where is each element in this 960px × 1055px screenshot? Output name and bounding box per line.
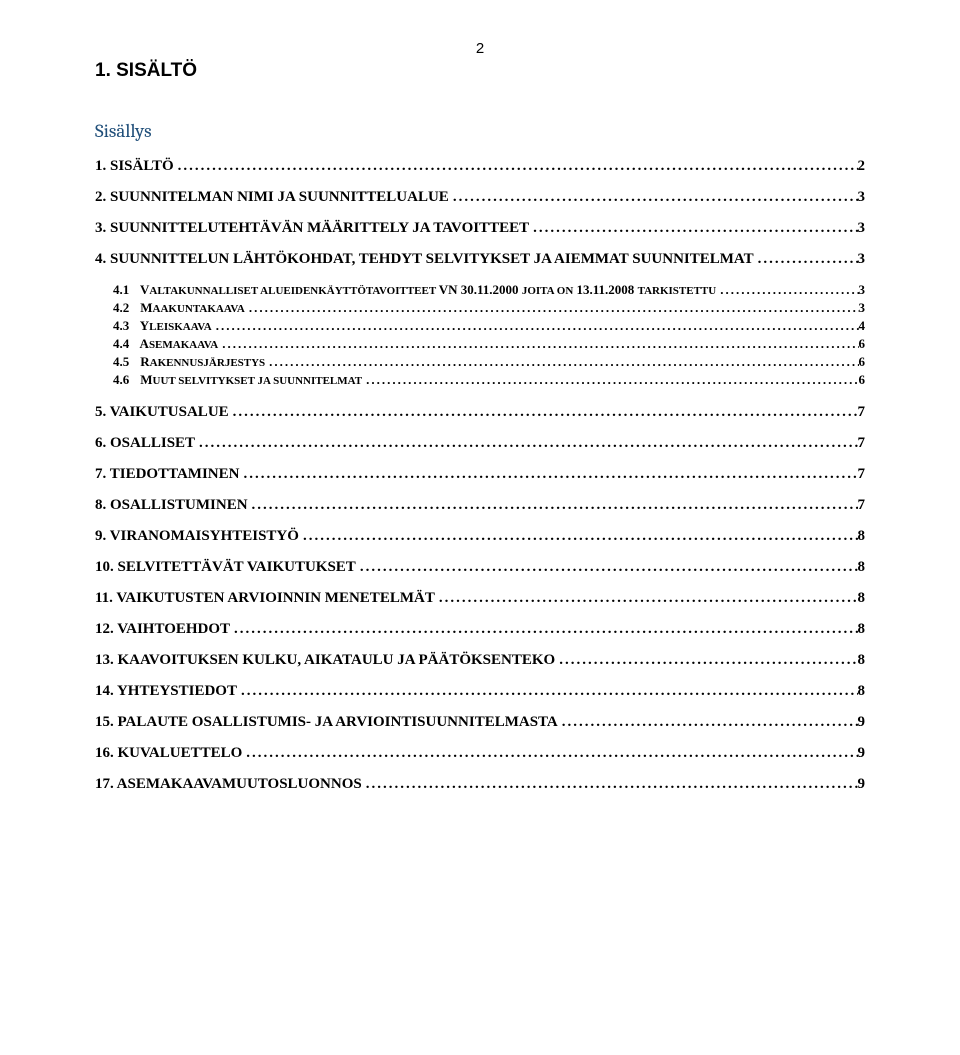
toc-label: 4.6 MUUT SELVITYKSET JA SUUNNITELMAT <box>113 372 362 388</box>
toc-leader-dots <box>174 158 858 175</box>
toc-page-number: 8 <box>858 621 866 638</box>
toc-entry-level2: 4.1 VALTAKUNNALLISET ALUEIDENKÄYTTÖTAVOI… <box>113 282 865 298</box>
toc-label: 4.2 MAAKUNTAKAAVA <box>113 300 245 316</box>
toc-entry-level2: 4.6 MUUT SELVITYKSET JA SUUNNITELMAT 6 <box>113 372 865 388</box>
toc-entry-level1: 2. SUUNNITELMAN NIMI JA SUUNNITTELUALUE 3 <box>95 189 865 206</box>
toc-page-number: 3 <box>858 220 866 237</box>
toc-leader-dots <box>237 683 858 700</box>
toc-page-number: 8 <box>858 590 866 607</box>
toc-leader-dots <box>435 590 858 607</box>
toc-leader-dots <box>529 220 857 237</box>
toc-label: 3. SUUNNITTELUTEHTÄVÄN MÄÄRITTELY JA TAV… <box>95 220 529 237</box>
toc-label: 10. SELVITETTÄVÄT VAIKUTUKSET <box>95 559 356 576</box>
toc-page-number: 8 <box>858 652 866 669</box>
toc-label: 13. KAAVOITUKSEN KULKU, AIKATAULU JA PÄÄ… <box>95 652 555 669</box>
toc-page-number: 3 <box>858 251 866 268</box>
toc-leader-dots <box>229 404 858 421</box>
toc-entry-level1: 16. KUVALUETTELO 9 <box>95 745 865 762</box>
toc-entry-level1: 6. OSALLISET 7 <box>95 435 865 452</box>
toc-leader-dots <box>299 528 858 545</box>
toc-entry-level1: 1. SISÄLTÖ 2 <box>95 158 865 175</box>
toc-leader-dots <box>362 372 858 388</box>
toc-entry-level1: 13. KAAVOITUKSEN KULKU, AIKATAULU JA PÄÄ… <box>95 652 865 669</box>
toc-page-number: 9 <box>858 776 866 793</box>
toc-page-number: 8 <box>858 683 866 700</box>
toc-label: 4.3 YLEISKAAVA <box>113 318 212 334</box>
toc-leader-dots <box>195 435 857 452</box>
toc-page-number: 6 <box>859 336 866 352</box>
toc-page-number: 7 <box>858 497 866 514</box>
toc-page-number: 6 <box>859 372 866 388</box>
toc-leader-dots <box>356 559 858 576</box>
toc-label: 15. PALAUTE OSALLISTUMIS- JA ARVIOINTISU… <box>95 714 558 731</box>
toc-leader-dots <box>716 282 858 298</box>
toc-label: 2. SUUNNITELMAN NIMI JA SUUNNITTELUALUE <box>95 189 449 206</box>
toc-entry-level1: 11. VAIKUTUSTEN ARVIOINNIN MENETELMÄT 8 <box>95 590 865 607</box>
page-number: 2 <box>476 40 484 57</box>
toc-leader-dots <box>248 497 858 514</box>
toc-label: 14. YHTEYSTIEDOT <box>95 683 237 700</box>
toc-label: 16. KUVALUETTELO <box>95 745 242 762</box>
toc-page-number: 7 <box>858 404 866 421</box>
toc-entry-level1: 12. VAIHTOEHDOT 8 <box>95 621 865 638</box>
toc-leader-dots <box>558 714 858 731</box>
toc-entry-level1: 10. SELVITETTÄVÄT VAIKUTUKSET 8 <box>95 559 865 576</box>
toc-label: 1. SISÄLTÖ <box>95 158 174 175</box>
toc-entry-level1: 3. SUUNNITTELUTEHTÄVÄN MÄÄRITTELY JA TAV… <box>95 220 865 237</box>
toc-entry-level2: 4.4 ASEMAKAAVA 6 <box>113 336 865 352</box>
toc-page-number: 4 <box>859 318 866 334</box>
toc-label: 12. VAIHTOEHDOT <box>95 621 230 638</box>
toc-leader-dots <box>754 251 858 268</box>
toc-label: 17. ASEMAKAAVAMUUTOSLUONNOS <box>95 776 362 793</box>
toc-leader-dots <box>555 652 857 669</box>
toc-page-number: 7 <box>858 435 866 452</box>
toc-page-number: 7 <box>858 466 866 483</box>
toc-leader-dots <box>245 300 859 316</box>
toc-page-number: 3 <box>858 189 866 206</box>
toc-page-number: 9 <box>858 745 866 762</box>
toc-entry-level1: 7. TIEDOTTAMINEN 7 <box>95 466 865 483</box>
toc-label: 4.5 RAKENNUSJÄRJESTYS <box>113 354 265 370</box>
toc-entry-level2: 4.2 MAAKUNTAKAAVA 3 <box>113 300 865 316</box>
toc-entry-level1: 17. ASEMAKAAVAMUUTOSLUONNOS 9 <box>95 776 865 793</box>
toc-leader-dots <box>218 336 858 352</box>
document-title: 1. SISÄLTÖ <box>95 60 865 82</box>
toc-leader-dots <box>212 318 859 334</box>
toc-entry-level1: 9. VIRANOMAISYHTEISTYÖ 8 <box>95 528 865 545</box>
toc-entry-level1: 14. YHTEYSTIEDOT 8 <box>95 683 865 700</box>
toc-label: 11. VAIKUTUSTEN ARVIOINNIN MENETELMÄT <box>95 590 435 607</box>
toc-page-number: 8 <box>858 559 866 576</box>
toc-entry-level1: 8. OSALLISTUMINEN 7 <box>95 497 865 514</box>
toc-label: 5. VAIKUTUSALUE <box>95 404 229 421</box>
toc-entry-level2: 4.3 YLEISKAAVA 4 <box>113 318 865 334</box>
toc-leader-dots <box>242 745 857 762</box>
toc-page-number: 2 <box>858 158 866 175</box>
toc-label: 8. OSALLISTUMINEN <box>95 497 248 514</box>
toc-entry-level1: 15. PALAUTE OSALLISTUMIS- JA ARVIOINTISU… <box>95 714 865 731</box>
table-of-contents: 1. SISÄLTÖ 2 2. SUUNNITELMAN NIMI JA SUUNN… <box>95 158 865 793</box>
toc-label: 4.4 ASEMAKAAVA <box>113 336 218 352</box>
toc-label: 7. TIEDOTTAMINEN <box>95 466 239 483</box>
toc-leader-dots <box>239 466 857 483</box>
toc-page-number: 3 <box>859 282 866 298</box>
toc-leader-dots <box>265 354 858 370</box>
toc-leader-dots <box>449 189 858 206</box>
toc-page-number: 3 <box>859 300 866 316</box>
toc-leader-dots <box>362 776 858 793</box>
toc-label: 4. SUUNNITTELUN LÄHTÖKOHDAT, TEHDYT SELV… <box>95 251 754 268</box>
toc-label: 9. VIRANOMAISYHTEISTYÖ <box>95 528 299 545</box>
toc-leader-dots <box>230 621 857 638</box>
toc-entry-level1: 4. SUUNNITTELUN LÄHTÖKOHDAT, TEHDYT SELV… <box>95 251 865 268</box>
toc-page-number: 6 <box>859 354 866 370</box>
contents-heading: Sisällys <box>95 120 865 142</box>
toc-page-number: 9 <box>858 714 866 731</box>
toc-label: 6. OSALLISET <box>95 435 195 452</box>
toc-entry-level2: 4.5 RAKENNUSJÄRJESTYS 6 <box>113 354 865 370</box>
toc-label: 4.1 VALTAKUNNALLISET ALUEIDENKÄYTTÖTAVOI… <box>113 282 716 298</box>
toc-entry-level1: 5. VAIKUTUSALUE 7 <box>95 404 865 421</box>
toc-page-number: 8 <box>858 528 866 545</box>
